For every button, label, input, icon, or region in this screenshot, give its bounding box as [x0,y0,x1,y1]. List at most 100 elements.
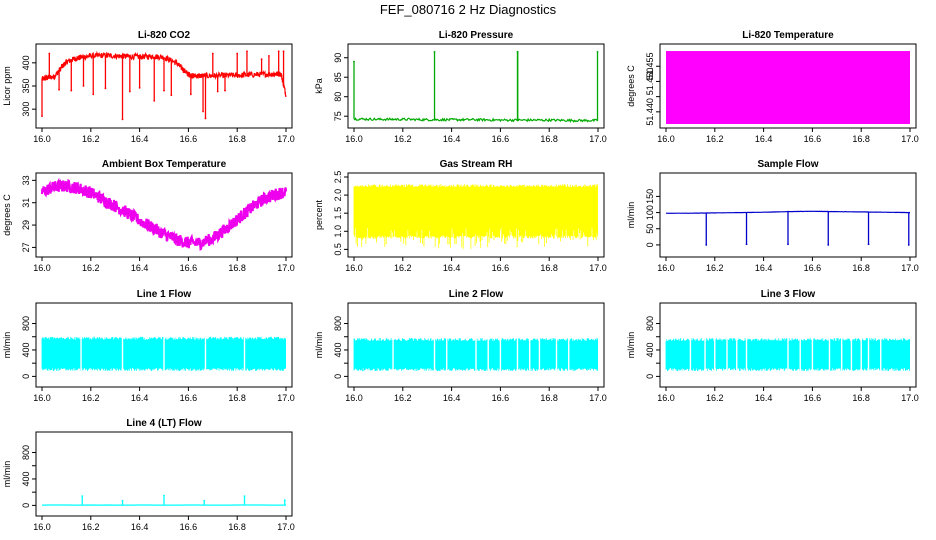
y-tick-label: 1.5 [333,207,343,220]
x-tick-label: 16.4 [755,134,773,144]
series-point [216,90,219,93]
panel-title: Line 2 Flow [449,289,504,300]
chart-panel-2: Li-820 Temperature degrees C 16.0 16.2 16.4 1… [626,30,919,144]
chart-panel-3: Ambient Box Temperature degrees C 16.0 16.2… [2,159,295,273]
series-group [41,50,287,121]
chart-panel-6: Line 1 Flow ml/min 16.0 16.2 16.4 16.6 16.8 17.… [2,289,295,403]
y-tick-label: 31 [21,198,31,208]
x-tick-label: 16.0 [345,134,363,144]
x-tick-label: 16.8 [540,393,558,403]
x-tick-label: 16.6 [180,134,198,144]
panel-title: Li-820 CO2 [138,30,191,41]
series-line [40,177,288,252]
panel-title: Line 1 Flow [137,289,192,300]
x-tick-label: 16.4 [443,393,461,403]
plot-frame [35,302,293,388]
x-tick-label: 16.0 [33,522,51,532]
y-tick-label: 300 [21,102,31,117]
series-point [867,243,870,246]
series-point [41,115,43,118]
plot-frame [347,43,605,129]
y-tick-label: 85 [333,72,343,82]
series-point [282,50,285,53]
y-tick-label: 0 [645,374,655,379]
x-tick-label: 16.2 [82,263,100,273]
series-group [41,334,286,374]
y-tick-label: 2.0 [333,189,343,202]
series-point [138,86,141,89]
y-tick-label: 51.455 [645,52,655,80]
y-axis-label: ml/min [2,332,12,359]
x-tick-label: 16.2 [394,263,412,273]
x-tick-label: 16.0 [345,393,363,403]
x-tick-label: 16.2 [394,134,412,144]
series-point [48,52,51,55]
series-point [907,244,910,246]
series-point [203,499,206,502]
panel-title: Ambient Box Temperature [102,159,227,170]
y-axis-label: Licor ppm [2,66,12,106]
y-axis-label: degrees C [2,194,12,236]
x-tick-label: 16.6 [180,393,198,403]
chart-panel-9: Line 4 (LT) Flow ml/min 16.0 16.2 16.4 16.6 16… [2,418,295,532]
series-group [353,184,598,249]
series-point [153,99,156,102]
y-tick-label: 2.5 [333,171,343,184]
x-tick-label: 16.8 [852,134,870,144]
x-tick-label: 16.2 [82,522,100,532]
x-tick-label: 16.4 [755,263,773,273]
plot-frame [347,172,605,258]
series-band [666,51,910,124]
x-tick-label: 16.8 [540,263,558,273]
series-point [353,60,355,63]
x-tick-label: 16.2 [394,393,412,403]
series-group [40,177,288,252]
y-tick-label: 800 [333,316,343,331]
y-tick-label: 0 [645,242,655,247]
series-point [246,50,248,53]
y-tick-label: 51.450 [645,68,655,96]
x-tick-label: 16.0 [657,393,675,403]
y-tick-label: 1.0 [333,225,343,238]
series-point [58,88,60,91]
x-tick-label: 16.8 [852,263,870,273]
x-tick-label: 16.8 [228,263,246,273]
series-band [353,184,598,249]
series-point [128,90,131,93]
y-axis-label: kPa [314,78,324,94]
panel-title: Li-820 Pressure [439,30,514,41]
y-axis-label: ml/min [2,461,12,488]
series-point [596,50,599,53]
y-tick-label: 51.440 [645,98,655,126]
x-tick-label: 16.4 [131,522,149,532]
series-point [202,110,204,113]
panel-title: Line 4 (LT) Flow [126,418,202,429]
y-tick-label: 0.5 [333,243,343,256]
x-tick-label: 16.4 [131,134,149,144]
x-tick-label: 16.4 [131,393,149,403]
x-tick-label: 16.6 [492,134,510,144]
series-point [121,118,124,121]
series-point [283,499,286,502]
series-point [70,89,73,92]
series-point [81,495,84,498]
series-group [41,494,286,506]
series-point [211,52,214,55]
x-tick-label: 16.0 [33,134,51,144]
series-point [268,54,270,57]
y-tick-label: 29 [21,220,31,230]
series-point [170,94,173,97]
x-tick-label: 17.0 [277,393,295,403]
chart-panel-5: Sample Flow ml/min 16.0 16.2 16.4 16.6 16.8 17.… [626,159,919,273]
x-tick-label: 16.8 [540,134,558,144]
panels-container: Li-820 CO2 Licor ppm 16.0 16.2 16.4 16.6 16.8 1… [2,30,919,532]
y-axis-label: percent [314,199,324,230]
x-tick-label: 16.6 [804,393,822,403]
x-tick-label: 17.0 [589,263,607,273]
y-tick-label: 400 [21,55,31,70]
series-line [666,210,911,214]
x-tick-label: 17.0 [589,393,607,403]
plot-frame [347,302,605,388]
series-point [163,89,165,92]
series-point [745,243,748,246]
